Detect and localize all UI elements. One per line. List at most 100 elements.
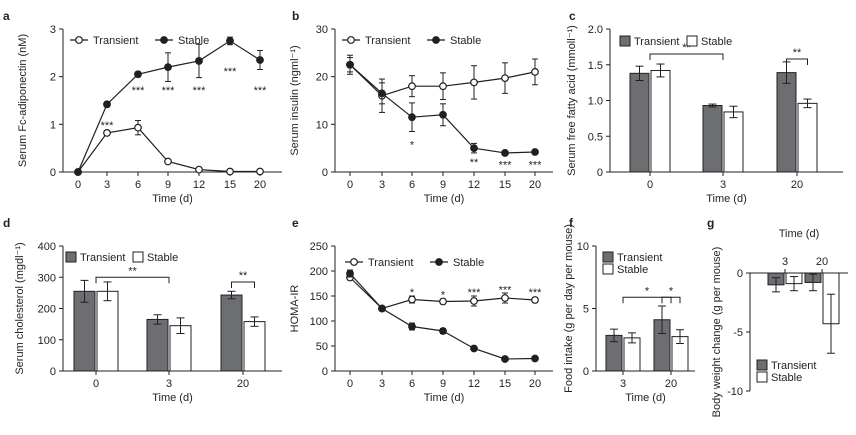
panel-c: c 0 0.5 1.0 1.5 2.0 Serum free fatty acid (mmo… <box>566 9 843 205</box>
legend-entry: Transient <box>771 360 816 372</box>
y-tick-label: -10 <box>727 386 743 398</box>
bar-stable <box>96 290 119 372</box>
data-point-stable <box>501 149 509 157</box>
y-tick-label: 0 <box>50 366 56 378</box>
data-point-stable <box>378 89 386 98</box>
panel-g: g 0 -5 -10 Body weight change (g per mouse) T… <box>707 216 848 417</box>
data-point-stable <box>439 327 447 335</box>
bar-transient <box>220 294 243 372</box>
y-tick-label: 10 <box>577 241 589 253</box>
y-tick-label: 1.5 <box>588 60 603 72</box>
data-point-stable <box>439 110 447 119</box>
x-axis-label: Time (d) <box>706 193 747 205</box>
significance-label: ** <box>239 270 248 282</box>
panel-label: g <box>707 216 714 230</box>
x-tick-label: 12 <box>468 179 480 191</box>
significance-label: *** <box>162 85 176 97</box>
panel-label: d <box>3 216 10 230</box>
significance-bracket <box>622 296 672 304</box>
bar-transient <box>73 290 96 372</box>
y-axis-label: Serum free fatty acid (mmoll⁻¹) <box>566 25 578 176</box>
y-axis-label: Body weight change (g per mouse) <box>711 247 723 418</box>
data-point-stable <box>470 344 478 353</box>
data-point-transient <box>164 157 172 166</box>
x-tick-label: 20 <box>665 378 677 390</box>
bar-transient <box>146 318 169 372</box>
data-point-transient <box>501 74 509 82</box>
y-tick-label: 200 <box>38 304 56 316</box>
x-tick-label: 9 <box>440 378 446 390</box>
legend-entry: Stable <box>453 257 484 269</box>
data-point-transient <box>103 129 111 137</box>
data-point-stable <box>226 37 234 45</box>
data-point-stable <box>103 100 111 109</box>
significance-bracket <box>231 281 255 288</box>
legend-swatch <box>686 35 698 47</box>
y-tick-label: 2 <box>50 72 56 84</box>
legend-marker <box>435 258 443 266</box>
x-tick-label: 0 <box>347 378 353 390</box>
data-point-transient <box>408 82 416 91</box>
x-tick-label: 15 <box>224 179 236 191</box>
x-tick-label: 3 <box>379 179 385 191</box>
y-tick-label: 1.0 <box>588 96 603 108</box>
x-tick-label: 3 <box>782 256 788 268</box>
significance-label: *** <box>499 159 513 171</box>
legend-swatch <box>619 35 631 47</box>
x-tick-label: 12 <box>193 179 205 191</box>
y-tick-label: 0 <box>322 167 328 179</box>
x-axis-label: Time (d) <box>424 193 465 205</box>
x-tick-label: 20 <box>237 378 249 390</box>
x-tick-label: 20 <box>529 179 541 191</box>
y-tick-label: 200 <box>310 266 328 278</box>
x-tick-label: 0 <box>647 179 653 191</box>
x-tick-label: 12 <box>468 378 480 390</box>
legend-entry: Stable <box>450 35 481 47</box>
significance-label: * <box>645 285 650 297</box>
y-tick-label: 20 <box>316 72 328 84</box>
x-axis-label: Time (d) <box>779 228 820 240</box>
bar-stable <box>723 111 744 173</box>
significance-label: *** <box>499 285 513 297</box>
legend-swatch <box>602 251 614 263</box>
data-point-stable <box>164 63 172 72</box>
y-tick-label: 3 <box>50 24 56 36</box>
data-point-stable <box>531 148 539 156</box>
data-point-transient <box>408 295 416 304</box>
data-point-stable <box>408 322 416 331</box>
x-tick-label: 9 <box>165 179 171 191</box>
y-tick-label: 0 <box>322 366 328 378</box>
legend-marker <box>160 36 168 44</box>
y-axis-label: Serum cholesterol (mgdl⁻¹) <box>14 242 26 374</box>
panel-b: b 0 10 20 30 Serum insulin (ngml⁻¹) Time (d) 0 3… <box>289 9 553 205</box>
y-tick-label: 0 <box>737 268 743 280</box>
data-point-stable <box>470 144 478 153</box>
x-tick-label: 0 <box>93 378 99 390</box>
significance-label: ** <box>128 265 137 277</box>
x-tick-label: 15 <box>499 378 511 390</box>
data-point-stable <box>378 304 386 313</box>
data-point-stable <box>501 355 509 363</box>
significance-label: *** <box>529 159 543 171</box>
x-tick-label: 20 <box>791 179 803 191</box>
data-point-stable <box>134 70 142 79</box>
data-point-transient <box>226 167 234 176</box>
significance-label: *** <box>132 85 146 97</box>
x-axis-label: Time (d) <box>424 392 465 404</box>
legend-entry: Stable <box>617 264 648 276</box>
y-tick-label: 2.0 <box>588 24 603 36</box>
panel-label: a <box>3 9 10 23</box>
data-point-transient <box>531 296 539 304</box>
y-tick-label: 30 <box>316 24 328 36</box>
legend-swatch <box>65 251 77 263</box>
x-axis-label: Time (d) <box>152 193 193 205</box>
legend-swatch <box>602 263 614 275</box>
panel-label: b <box>292 9 299 23</box>
significance-label: *** <box>529 287 543 299</box>
significance-label: * <box>410 287 415 299</box>
significance-label: * <box>669 285 674 297</box>
legend-entry: Transient <box>617 252 662 264</box>
legend-marker <box>350 258 358 266</box>
